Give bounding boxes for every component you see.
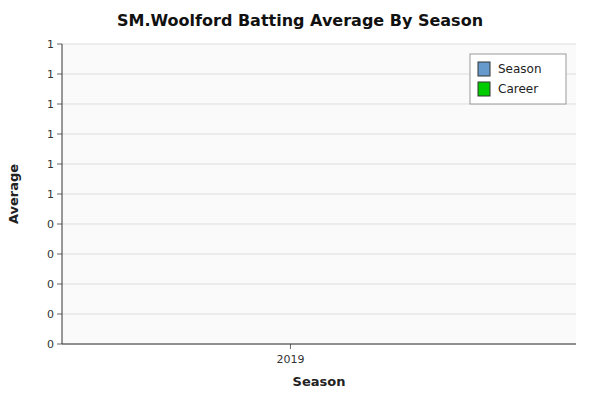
y-tick xyxy=(57,44,62,45)
y-tick xyxy=(57,134,62,135)
y-tick xyxy=(57,314,62,315)
x-axis-label: Season xyxy=(293,374,346,389)
grid-line xyxy=(62,194,576,195)
y-tick xyxy=(57,344,62,345)
y-tick-label: 1 xyxy=(47,188,54,201)
grid-line xyxy=(62,254,576,255)
y-tick-label: 1 xyxy=(47,38,54,51)
y-tick-label: 1 xyxy=(47,158,54,171)
grid-line xyxy=(62,344,576,345)
x-tick xyxy=(290,344,291,349)
y-tick xyxy=(57,104,62,105)
y-tick xyxy=(57,74,62,75)
chart: 0 0 0 0 0 1 1 1 1 1 1 2019 Season Average SM.Woolford … xyxy=(0,0,600,400)
grid-line xyxy=(62,164,576,165)
y-axis-label: Average xyxy=(6,164,21,224)
y-tick-label: 1 xyxy=(47,68,54,81)
legend: Season Career xyxy=(470,54,566,104)
y-tick xyxy=(57,194,62,195)
x-tick-label: 2019 xyxy=(276,353,304,366)
grid-line xyxy=(62,44,576,45)
chart-title: SM.Woolford Batting Average By Season xyxy=(117,11,483,30)
y-tick-label: 1 xyxy=(47,98,54,111)
legend-swatch xyxy=(478,82,490,96)
y-tick-label: 1 xyxy=(47,128,54,141)
legend-label: Career xyxy=(498,82,538,96)
plot-area xyxy=(62,44,576,344)
y-tick-label: 0 xyxy=(47,278,54,291)
y-tick-label: 0 xyxy=(47,308,54,321)
y-tick-label: 0 xyxy=(47,338,54,351)
grid-line xyxy=(62,314,576,315)
x-axis-line xyxy=(62,344,576,345)
y-tick-label: 0 xyxy=(47,248,54,261)
y-tick-label: 0 xyxy=(47,218,54,231)
y-axis-line xyxy=(62,44,63,344)
y-tick xyxy=(57,224,62,225)
legend-swatch xyxy=(478,62,490,76)
legend-frame xyxy=(470,54,566,104)
grid-line xyxy=(62,134,576,135)
legend-label: Season xyxy=(498,62,542,76)
grid-line xyxy=(62,224,576,225)
y-tick xyxy=(57,254,62,255)
y-tick xyxy=(57,164,62,165)
grid-line xyxy=(62,284,576,285)
y-tick xyxy=(57,284,62,285)
